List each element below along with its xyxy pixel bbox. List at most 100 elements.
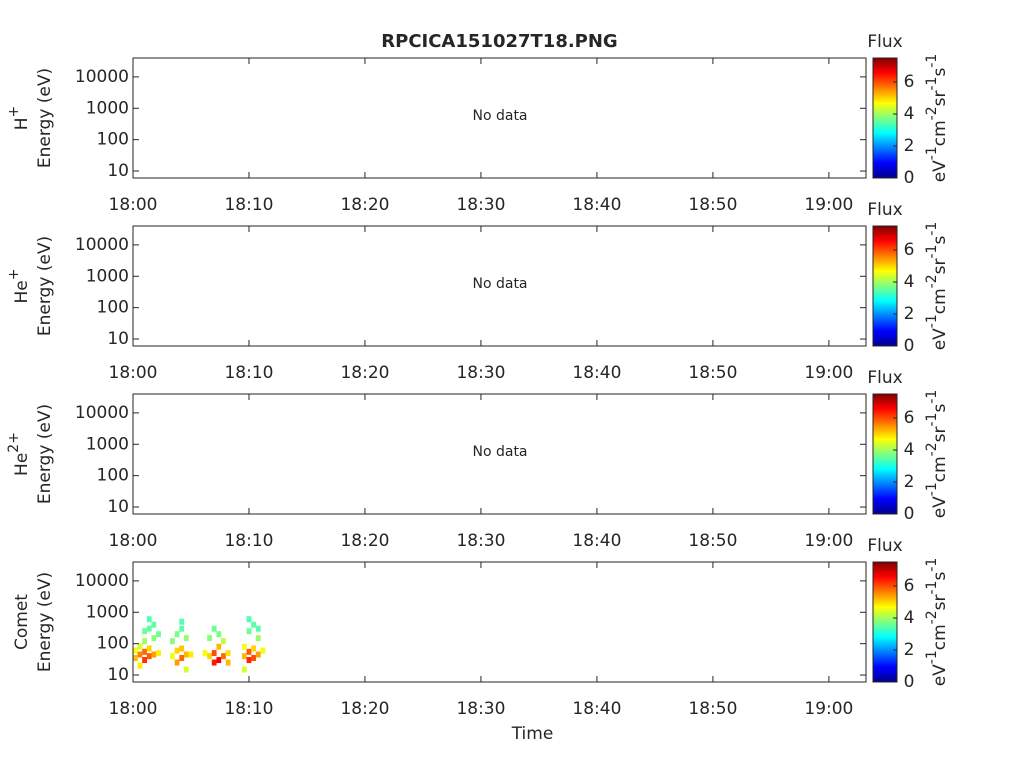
- unit-base: s: [930, 236, 950, 245]
- flux-cell: [241, 643, 247, 650]
- ion-charge: +: [6, 269, 22, 281]
- unit-base: cm: [930, 624, 950, 650]
- plot-frame: [132, 393, 867, 515]
- flux-cell: [146, 625, 152, 632]
- colorbar-tick-label: 2: [904, 304, 915, 324]
- colorbar-tick-label: 0: [904, 672, 915, 692]
- ion-name: He: [12, 280, 32, 303]
- flux-cell: [142, 638, 147, 645]
- y-tick-label: 10000: [75, 67, 129, 87]
- x-tick-label: 18:30: [456, 363, 505, 383]
- flux-cell: [179, 645, 185, 652]
- unit-base: eV: [930, 496, 950, 518]
- unit-exp: -1: [924, 413, 940, 427]
- flux-cell: [137, 651, 143, 658]
- y-axis-label: Energy (eV): [35, 68, 55, 168]
- y-tick-label: 10: [107, 329, 129, 349]
- colorbar-tick-label: 2: [904, 640, 915, 660]
- colorbar-units: eV-1cm-2sr-1s-1: [924, 222, 950, 351]
- flux-cell: [241, 666, 247, 673]
- x-tick-label: 18:30: [456, 531, 505, 551]
- ion-label: Comet: [12, 594, 32, 650]
- flux-cell: [246, 648, 252, 655]
- colorbar: [872, 57, 898, 179]
- chart-title: RPCICA151027T18.PNG: [381, 31, 617, 52]
- colorbar-tick-label: 0: [904, 504, 915, 524]
- flux-cell: [255, 625, 261, 632]
- unit-base: eV: [930, 160, 950, 182]
- flux-cell: [156, 650, 161, 657]
- flux-cell: [211, 650, 217, 657]
- y-axis-label: Energy (eV): [35, 404, 55, 504]
- x-tick-label: 19:00: [804, 195, 853, 215]
- colorbar-tick-label: 4: [904, 272, 915, 292]
- flux-cell: [156, 631, 161, 638]
- flux-cell: [179, 654, 185, 661]
- colorbar-label: Flux: [867, 200, 902, 220]
- ion-label: He2+: [6, 432, 32, 476]
- flux-cell: [183, 651, 189, 658]
- colorbar-tick-label: 6: [904, 72, 915, 92]
- x-axis-label: Time: [511, 724, 554, 744]
- colorbar-label: Flux: [867, 368, 902, 388]
- flux-cell: [207, 653, 212, 660]
- unit-base: eV: [930, 664, 950, 686]
- flux-cell: [188, 651, 194, 658]
- flux-cell: [207, 635, 212, 642]
- flux-cell: [225, 659, 231, 666]
- x-tick-label: 18:10: [224, 195, 273, 215]
- flux-cell: [211, 625, 217, 632]
- y-tick-label: 1000: [86, 266, 129, 286]
- y-tick-label: 1000: [86, 602, 129, 622]
- flux-cell: [216, 631, 222, 638]
- flux-cell: [151, 651, 157, 658]
- plot-frame: [132, 225, 867, 347]
- flux-cell: [142, 657, 147, 664]
- unit-exp: -1: [924, 245, 940, 259]
- colorbar-tick-label: 2: [904, 472, 915, 492]
- annotation: No data: [472, 444, 527, 460]
- x-tick-label: 18:20: [340, 699, 389, 719]
- flux-cell: [216, 657, 222, 664]
- flux-cell: [179, 625, 185, 632]
- y-tick-label: 100: [97, 634, 129, 654]
- y-tick-label: 10: [107, 161, 129, 181]
- unit-exp: -1: [924, 558, 940, 572]
- unit-base: s: [930, 572, 950, 581]
- unit-base: sr: [930, 426, 950, 442]
- flux-cell: [225, 650, 231, 657]
- ion-label: H+: [6, 106, 32, 131]
- unit-base: sr: [930, 258, 950, 274]
- x-tick-label: 19:00: [804, 531, 853, 551]
- y-tick-label: 10000: [75, 235, 129, 255]
- x-tick-label: 18:10: [224, 699, 273, 719]
- flux-cell: [246, 657, 252, 664]
- flux-cell: [260, 647, 266, 654]
- colorbar-tick-label: 6: [904, 576, 915, 596]
- flux-cell: [246, 616, 252, 623]
- y-tick-label: 10000: [75, 571, 129, 591]
- colorbar-label: Flux: [867, 32, 902, 52]
- x-tick-label: 18:50: [688, 363, 737, 383]
- x-tick-label: 18:20: [340, 363, 389, 383]
- flux-cell: [179, 618, 185, 625]
- flux-cell: [251, 621, 257, 628]
- unit-exp: -2: [924, 274, 940, 288]
- flux-cell: [183, 666, 189, 673]
- colorbar-tick-label: 6: [904, 408, 915, 428]
- y-axis-label: Energy (eV): [35, 236, 55, 336]
- flux-cell: [241, 653, 247, 660]
- x-tick-label: 18:50: [688, 195, 737, 215]
- colorbar-tick-label: 4: [904, 440, 915, 460]
- flux-cell: [174, 631, 180, 638]
- plot-frame: [132, 57, 867, 179]
- unit-exp: -1: [924, 314, 940, 328]
- x-tick-label: 18:40: [572, 531, 621, 551]
- flux-cell: [183, 635, 189, 642]
- ion-charge: +: [6, 106, 22, 118]
- colorbar-tick-label: 0: [904, 336, 915, 356]
- colorbar: [872, 393, 898, 515]
- unit-exp: -1: [924, 482, 940, 496]
- unit-base: s: [930, 68, 950, 77]
- flux-cell: [255, 635, 261, 642]
